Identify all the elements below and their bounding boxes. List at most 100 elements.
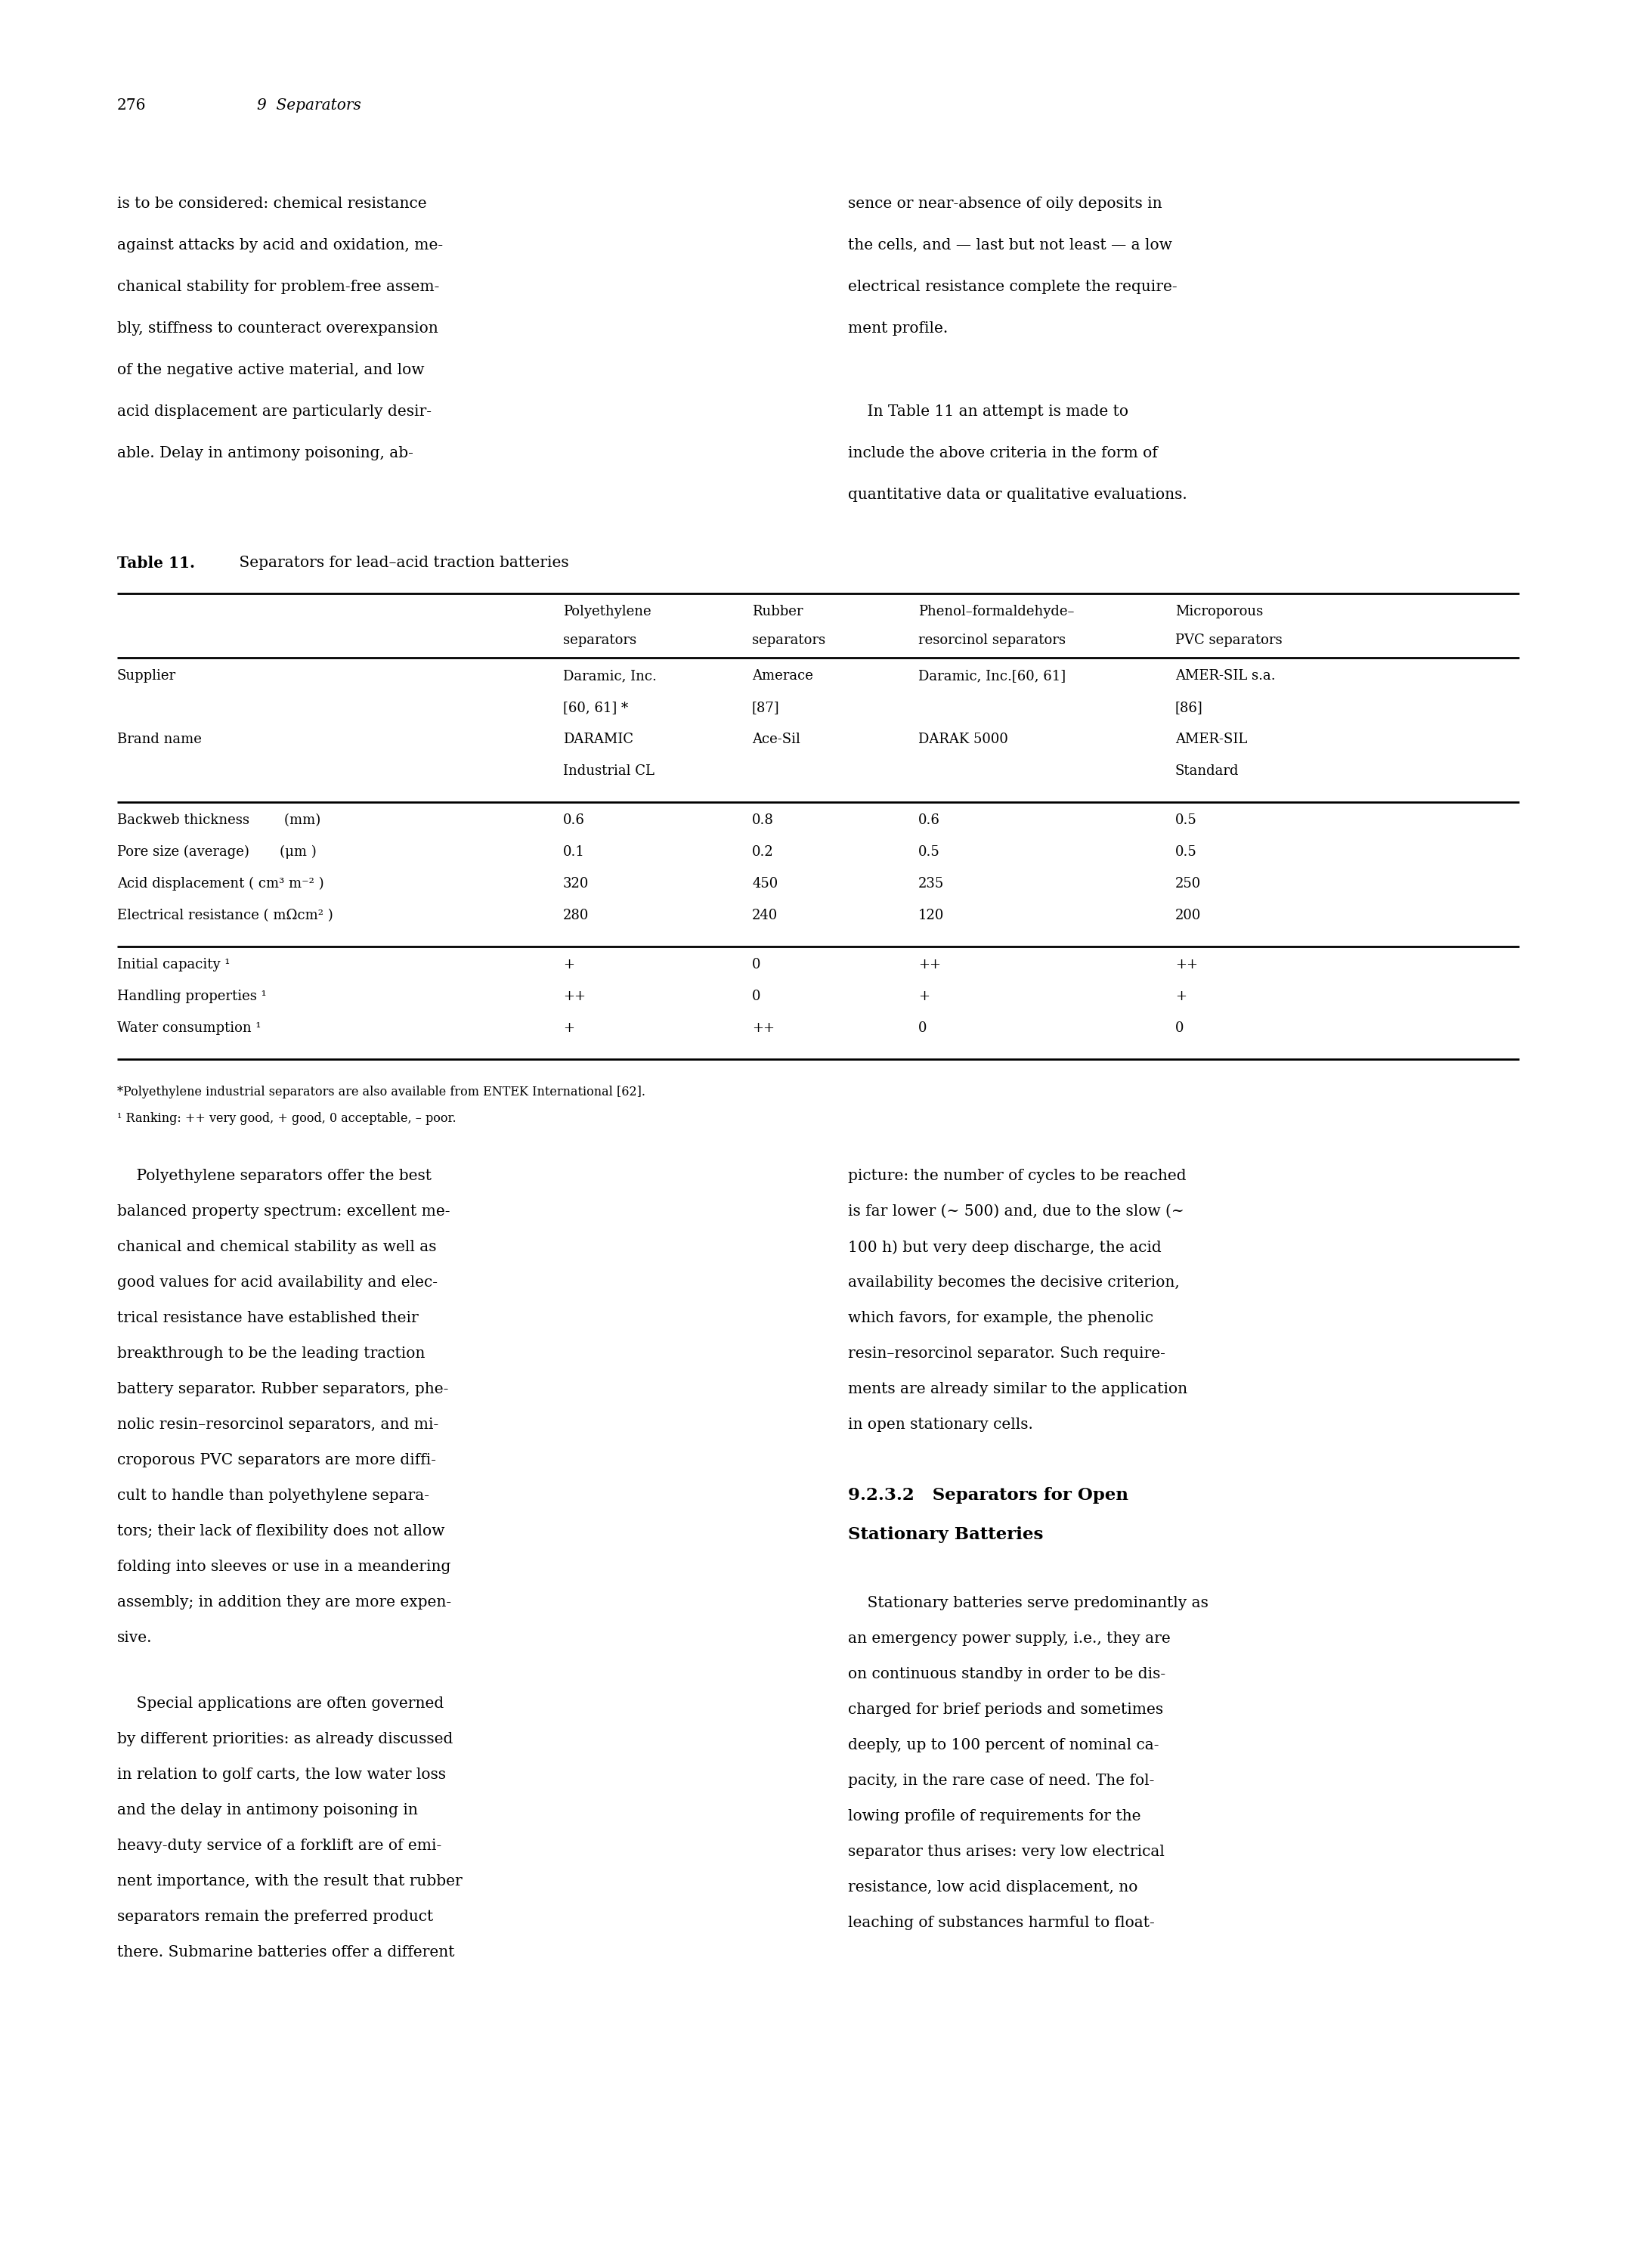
- Text: 276: 276: [118, 98, 147, 113]
- Text: Polyethylene: Polyethylene: [564, 606, 652, 619]
- Text: 235: 235: [918, 878, 944, 891]
- Text: *Polyethylene industrial separators are also available from ENTEK International : *Polyethylene industrial separators are …: [118, 1086, 645, 1098]
- Text: croporous PVC separators are more diffi-: croporous PVC separators are more diffi-: [118, 1454, 436, 1467]
- Text: deeply, up to 100 percent of nominal ca-: deeply, up to 100 percent of nominal ca-: [848, 1737, 1159, 1753]
- Text: 120: 120: [918, 909, 944, 923]
- Text: Daramic, Inc.: Daramic, Inc.: [564, 669, 657, 683]
- Text: AMER-SIL s.a.: AMER-SIL s.a.: [1175, 669, 1276, 683]
- Text: 100 h) but very deep discharge, the acid: 100 h) but very deep discharge, the acid: [848, 1241, 1162, 1254]
- Text: separator thus arises: very low electrical: separator thus arises: very low electric…: [848, 1844, 1165, 1860]
- Text: include the above criteria in the form of: include the above criteria in the form o…: [848, 447, 1157, 460]
- Text: in open stationary cells.: in open stationary cells.: [848, 1418, 1033, 1431]
- Text: ++: ++: [918, 957, 941, 971]
- Text: an emergency power supply, i.e., they are: an emergency power supply, i.e., they ar…: [848, 1631, 1170, 1647]
- Text: ++: ++: [752, 1021, 775, 1034]
- Text: Handling properties ¹: Handling properties ¹: [118, 989, 266, 1002]
- Text: +: +: [564, 957, 575, 971]
- Text: Water consumption ¹: Water consumption ¹: [118, 1021, 261, 1034]
- Text: sive.: sive.: [118, 1631, 152, 1644]
- Text: 450: 450: [752, 878, 778, 891]
- Text: balanced property spectrum: excellent me-: balanced property spectrum: excellent me…: [118, 1204, 449, 1218]
- Text: ++: ++: [564, 989, 585, 1002]
- Text: 0.6: 0.6: [564, 814, 585, 828]
- Text: resorcinol separators: resorcinol separators: [918, 633, 1065, 646]
- Text: 0: 0: [752, 989, 761, 1002]
- Text: 0.2: 0.2: [752, 846, 775, 860]
- Text: Ace-Sil: Ace-Sil: [752, 733, 801, 746]
- Text: 320: 320: [564, 878, 588, 891]
- Text: AMER-SIL: AMER-SIL: [1175, 733, 1247, 746]
- Text: on continuous standby in order to be dis-: on continuous standby in order to be dis…: [848, 1667, 1165, 1681]
- Text: pacity, in the rare case of need. The fol-: pacity, in the rare case of need. The fo…: [848, 1774, 1154, 1787]
- Text: good values for acid availability and elec-: good values for acid availability and el…: [118, 1275, 438, 1290]
- Text: 9  Separators: 9 Separators: [257, 98, 361, 113]
- Text: breakthrough to be the leading traction: breakthrough to be the leading traction: [118, 1347, 425, 1361]
- Text: 0.6: 0.6: [918, 814, 940, 828]
- Text: 200: 200: [1175, 909, 1201, 923]
- Text: leaching of substances harmful to float-: leaching of substances harmful to float-: [848, 1916, 1155, 1930]
- Text: folding into sleeves or use in a meandering: folding into sleeves or use in a meander…: [118, 1560, 451, 1574]
- Text: Special applications are often governed: Special applications are often governed: [118, 1696, 444, 1710]
- Text: Amerace: Amerace: [752, 669, 814, 683]
- Text: separators remain the preferred product: separators remain the preferred product: [118, 1910, 433, 1923]
- Text: 0.5: 0.5: [1175, 814, 1198, 828]
- Text: able. Delay in antimony poisoning, ab-: able. Delay in antimony poisoning, ab-: [118, 447, 413, 460]
- Text: 0: 0: [1175, 1021, 1185, 1034]
- Text: Standard: Standard: [1175, 764, 1239, 778]
- Text: heavy-duty service of a forklift are of emi-: heavy-duty service of a forklift are of …: [118, 1839, 441, 1853]
- Text: nolic resin–resorcinol separators, and mi-: nolic resin–resorcinol separators, and m…: [118, 1418, 438, 1431]
- Text: Brand name: Brand name: [118, 733, 201, 746]
- Text: Supplier: Supplier: [118, 669, 176, 683]
- Text: trical resistance have established their: trical resistance have established their: [118, 1311, 418, 1325]
- Text: 0.5: 0.5: [918, 846, 940, 860]
- Text: [60, 61] *: [60, 61] *: [564, 701, 627, 714]
- Text: which favors, for example, the phenolic: which favors, for example, the phenolic: [848, 1311, 1154, 1325]
- Text: chanical stability for problem-free assem-: chanical stability for problem-free asse…: [118, 279, 440, 295]
- Text: and the delay in antimony poisoning in: and the delay in antimony poisoning in: [118, 1803, 418, 1817]
- Text: Industrial CL: Industrial CL: [564, 764, 654, 778]
- Text: Acid displacement ( cm³ m⁻² ): Acid displacement ( cm³ m⁻² ): [118, 878, 324, 891]
- Text: electrical resistance complete the require-: electrical resistance complete the requi…: [848, 279, 1176, 295]
- Text: tors; their lack of flexibility does not allow: tors; their lack of flexibility does not…: [118, 1524, 444, 1538]
- Text: 9.2.3.2   Separators for Open: 9.2.3.2 Separators for Open: [848, 1488, 1129, 1504]
- Text: against attacks by acid and oxidation, me-: against attacks by acid and oxidation, m…: [118, 238, 443, 252]
- Text: 0: 0: [752, 957, 761, 971]
- Text: Pore size (average)       (μm ): Pore size (average) (μm ): [118, 846, 317, 860]
- Text: Separators for lead–acid traction batteries: Separators for lead–acid traction batter…: [234, 556, 569, 569]
- Text: 0.5: 0.5: [1175, 846, 1198, 860]
- Text: availability becomes the decisive criterion,: availability becomes the decisive criter…: [848, 1275, 1180, 1290]
- Text: 280: 280: [564, 909, 588, 923]
- Text: Initial capacity ¹: Initial capacity ¹: [118, 957, 230, 971]
- Text: PVC separators: PVC separators: [1175, 633, 1283, 646]
- Text: lowing profile of requirements for the: lowing profile of requirements for the: [848, 1810, 1141, 1823]
- Text: Table 11.: Table 11.: [118, 556, 194, 572]
- Text: bly, stiffness to counteract overexpansion: bly, stiffness to counteract overexpansi…: [118, 322, 438, 336]
- Text: chanical and chemical stability as well as: chanical and chemical stability as well …: [118, 1241, 436, 1254]
- Text: resin–resorcinol separator. Such require-: resin–resorcinol separator. Such require…: [848, 1347, 1165, 1361]
- Text: DARAMIC: DARAMIC: [564, 733, 634, 746]
- Text: [87]: [87]: [752, 701, 779, 714]
- Text: there. Submarine batteries offer a different: there. Submarine batteries offer a diffe…: [118, 1946, 454, 1960]
- Text: is to be considered: chemical resistance: is to be considered: chemical resistance: [118, 197, 426, 211]
- Text: +: +: [918, 989, 930, 1002]
- Text: nent importance, with the result that rubber: nent importance, with the result that ru…: [118, 1873, 462, 1889]
- Text: resistance, low acid displacement, no: resistance, low acid displacement, no: [848, 1880, 1137, 1894]
- Text: [86]: [86]: [1175, 701, 1203, 714]
- Text: DARAK 5000: DARAK 5000: [918, 733, 1008, 746]
- Text: Rubber: Rubber: [752, 606, 802, 619]
- Text: picture: the number of cycles to be reached: picture: the number of cycles to be reac…: [848, 1168, 1186, 1184]
- Text: Polyethylene separators offer the best: Polyethylene separators offer the best: [118, 1168, 431, 1184]
- Text: sence or near-absence of oily deposits in: sence or near-absence of oily deposits i…: [848, 197, 1162, 211]
- Text: ment profile.: ment profile.: [848, 322, 948, 336]
- Text: ments are already similar to the application: ments are already similar to the applica…: [848, 1381, 1188, 1397]
- Text: in relation to golf carts, the low water loss: in relation to golf carts, the low water…: [118, 1767, 446, 1783]
- Text: of the negative active material, and low: of the negative active material, and low: [118, 363, 425, 376]
- Text: by different priorities: as already discussed: by different priorities: as already disc…: [118, 1733, 453, 1746]
- Text: quantitative data or qualitative evaluations.: quantitative data or qualitative evaluat…: [848, 488, 1188, 501]
- Text: is far lower (~ 500) and, due to the slow (~: is far lower (~ 500) and, due to the slo…: [848, 1204, 1185, 1218]
- Text: 0: 0: [918, 1021, 926, 1034]
- Text: acid displacement are particularly desir-: acid displacement are particularly desir…: [118, 404, 431, 420]
- Text: 250: 250: [1175, 878, 1201, 891]
- Text: ¹ Ranking: ++ very good, + good, 0 acceptable, – poor.: ¹ Ranking: ++ very good, + good, 0 accep…: [118, 1111, 456, 1125]
- Text: Backweb thickness        (mm): Backweb thickness (mm): [118, 814, 320, 828]
